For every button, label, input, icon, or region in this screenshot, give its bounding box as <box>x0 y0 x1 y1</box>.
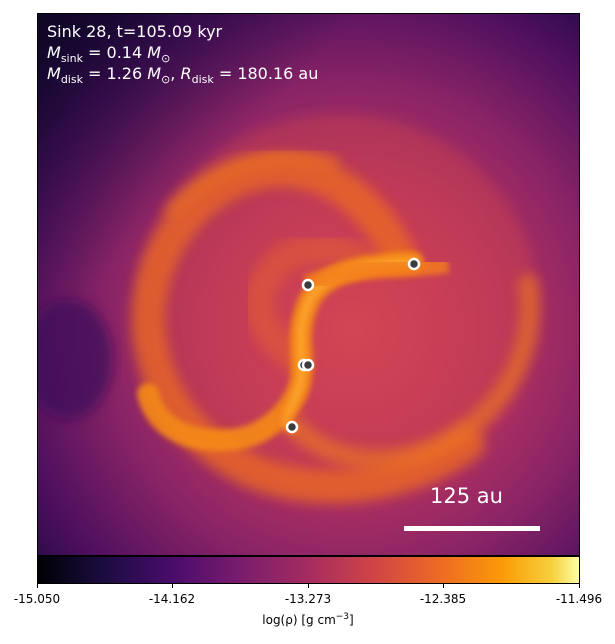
sink-mass-line: Msink = 0.14 M⊙ <box>47 43 171 66</box>
colorbar-tick <box>579 584 580 588</box>
scale-bar <box>404 526 540 531</box>
colorbar-label: log(ρ) [g cm−3] <box>262 612 354 627</box>
sink-marker <box>285 420 299 434</box>
density-map: Sink 28, t=105.09 kyr Msink = 0.14 M⊙ Md… <box>37 13 580 556</box>
colorbar-tick <box>308 584 309 588</box>
sink-marker <box>407 257 421 271</box>
density-image <box>38 14 579 555</box>
colorbar-tick-label: -12.385 <box>419 592 467 606</box>
sink-marker <box>301 278 315 292</box>
colorbar-tick <box>37 584 38 588</box>
disk-info-line: Mdisk = 1.26 M⊙, Rdisk = 180.16 au <box>47 64 319 87</box>
colorbar-tick-label: -15.050 <box>13 592 61 606</box>
sink-particles <box>285 257 421 434</box>
colorbar-tick-label: -11.496 <box>555 592 603 606</box>
colorbar-tick-label: -14.162 <box>148 592 196 606</box>
colorbar-tick <box>443 584 444 588</box>
sink-marker <box>301 358 315 372</box>
sink-info-line: Sink 28, t=105.09 kyr <box>47 22 223 41</box>
scale-bar-label: 125 au <box>430 484 503 508</box>
colorbar-tick-label: -13.273 <box>284 592 332 606</box>
colorbar <box>37 556 580 584</box>
colorbar-tick <box>172 584 173 588</box>
